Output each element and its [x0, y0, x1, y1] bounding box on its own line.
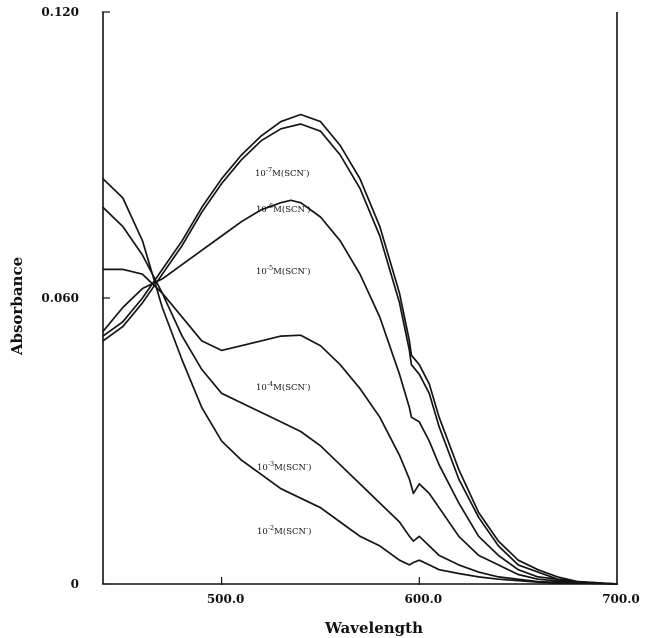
x-tick-label: 500.0 — [207, 592, 245, 606]
x-axis-label: Wavelength — [324, 619, 423, 637]
series-annotation: 10-2M(SCN-) — [257, 524, 312, 537]
series-line — [102, 199, 618, 585]
x-tick-label: 700.0 — [602, 592, 640, 606]
y-tick-label: 0 — [71, 577, 79, 591]
series-annotation: 10-7M(SCN-) — [255, 166, 310, 179]
series-line — [102, 177, 618, 585]
series-annotation: 10-4M(SCN-) — [256, 380, 311, 393]
axes — [102, 12, 618, 585]
y-tick-label: 0.060 — [41, 291, 79, 305]
series-curves — [102, 113, 618, 585]
ticks: 0 0.060 0.120 500.0 600.0 700.0 — [41, 5, 639, 606]
series-line — [102, 268, 618, 585]
series-line — [102, 113, 618, 585]
series-annotation: 10-3M(SCN-) — [257, 460, 312, 473]
x-tick-label: 600.0 — [405, 592, 443, 606]
series-line — [102, 206, 618, 585]
series-line — [102, 123, 618, 585]
series-annotation: 10-5M(SCN-) — [256, 264, 311, 277]
annotations: 10-7M(SCN-) 10-6M(SCN-) 10-5M(SCN-) 10-4M(S… — [255, 166, 312, 537]
series-annotation: 10-6M(SCN-) — [256, 202, 311, 215]
y-tick-label: 0.120 — [41, 5, 79, 19]
y-axis-label: Absorbance — [8, 257, 26, 356]
